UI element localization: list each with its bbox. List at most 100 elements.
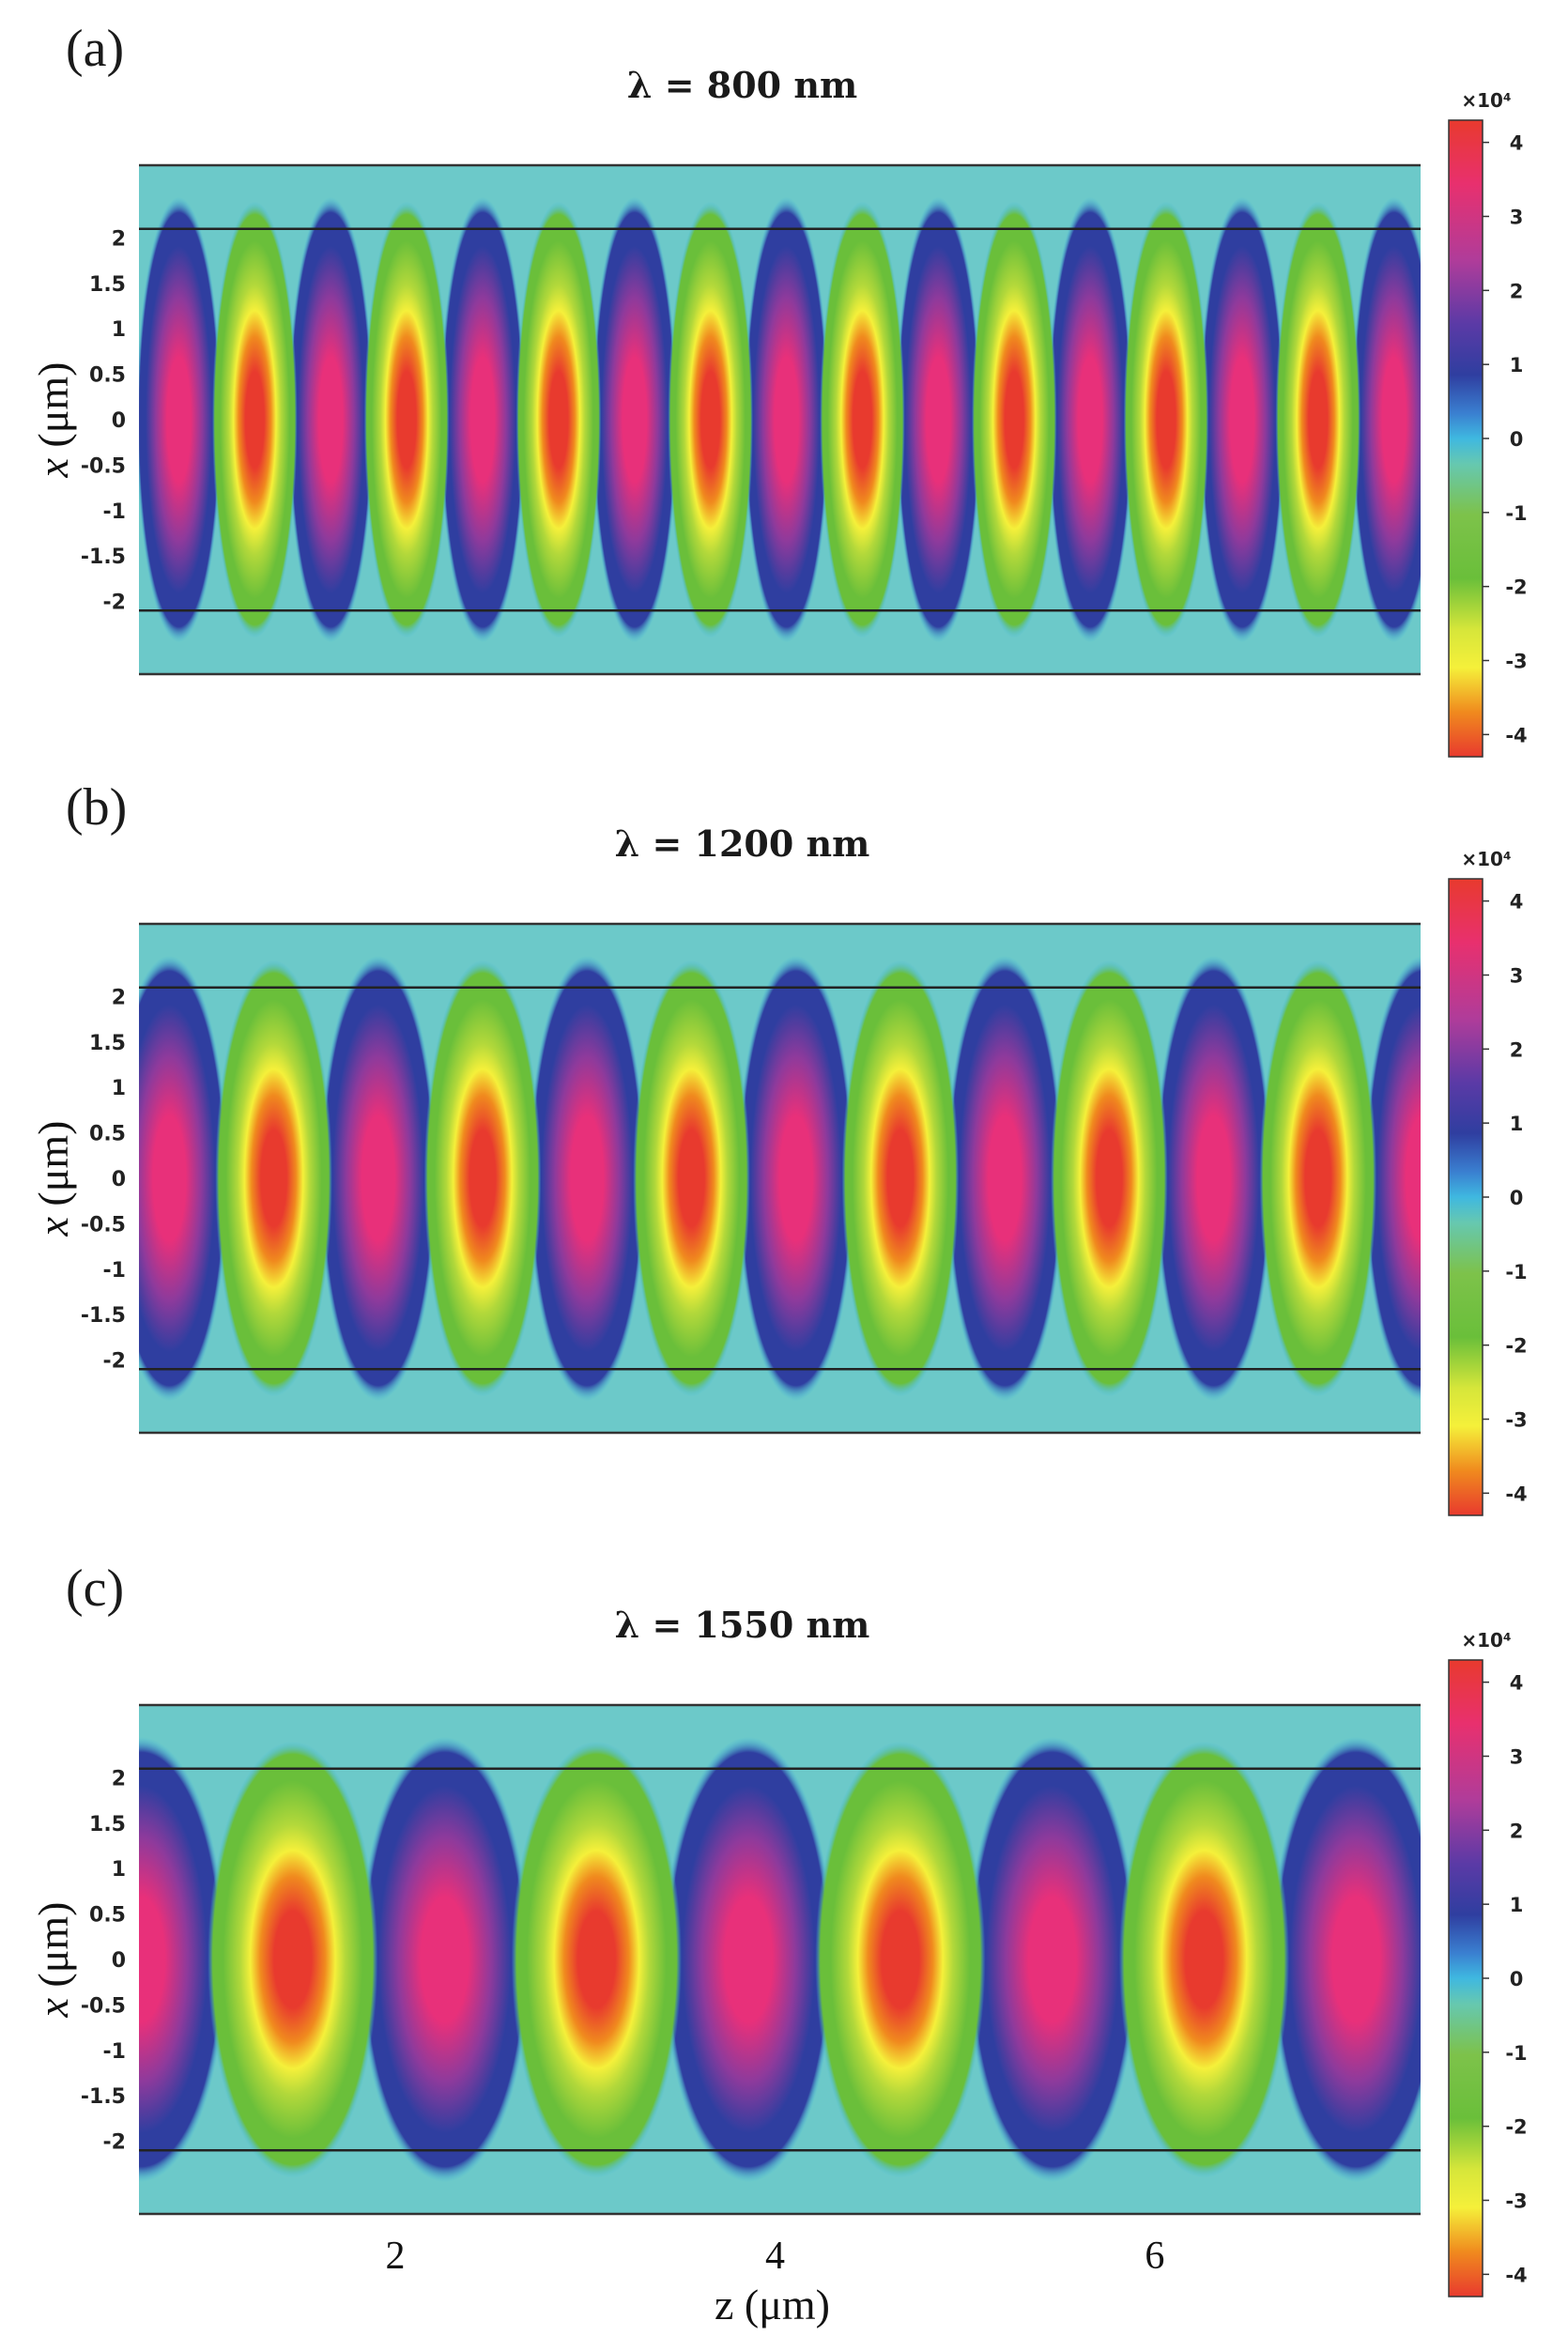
- y-tick-label: -2: [103, 1350, 126, 1374]
- y-tick-label: 0.5: [89, 364, 126, 388]
- field-map: [139, 165, 1421, 674]
- colorbar-tick-label: -1: [1505, 1261, 1527, 1283]
- x-tick-label: 6: [1145, 2235, 1164, 2278]
- field-map: [139, 1705, 1421, 2214]
- positive-lobe: [139, 955, 228, 1402]
- colorbar-tick-label: -2: [1505, 2116, 1527, 2139]
- colorbar-tick-label: -4: [1505, 1483, 1527, 1505]
- colorbar-tick-label: 1: [1510, 1113, 1524, 1135]
- negative-lobe: [423, 960, 542, 1397]
- colorbar-tick-label: -3: [1505, 1409, 1527, 1432]
- y-tick-label: 0.5: [89, 1123, 126, 1146]
- y-axis-label: x (μm): [29, 1901, 77, 2018]
- y-tick-label: 1: [112, 1077, 126, 1100]
- panel-title: λ = 800 nm: [627, 64, 857, 106]
- colorbar-tick-label: 4: [1510, 1672, 1524, 1695]
- positive-lobe: [139, 196, 222, 643]
- negative-lobe: [820, 201, 905, 638]
- y-tick-label: -1: [103, 1259, 126, 1283]
- colorbar-tick-label: -1: [1505, 502, 1527, 525]
- positive-lobe: [528, 955, 646, 1402]
- x-tick-label: 4: [765, 2235, 785, 2278]
- positive-lobe: [744, 196, 829, 643]
- colorbar-tick-label: 1: [1510, 354, 1524, 376]
- positive-lobe: [1047, 196, 1133, 643]
- colorbar: [1448, 119, 1483, 758]
- negative-lobe: [971, 201, 1057, 638]
- y-tick-label: -0.5: [81, 1213, 126, 1237]
- colorbar-tick-label: -1: [1505, 2042, 1527, 2065]
- negative-lobe: [633, 960, 750, 1397]
- y-tick-label: -2: [103, 2131, 126, 2155]
- colorbar-tick-label: 3: [1510, 206, 1524, 228]
- colorbar-tick-label: -2: [1505, 576, 1527, 599]
- colorbar-tick-label: -4: [1505, 2264, 1527, 2286]
- colorbar-tick-label: 3: [1510, 1745, 1524, 1768]
- positive-lobe: [1199, 196, 1285, 643]
- positive-lobe: [287, 196, 374, 643]
- negative-lobe: [215, 960, 332, 1397]
- positive-lobe: [967, 1736, 1138, 2183]
- positive-lobe: [359, 1736, 530, 2183]
- colorbar-tick-label: -4: [1505, 724, 1527, 746]
- colorbar: [1448, 878, 1483, 1516]
- negative-lobe: [1123, 201, 1209, 638]
- colorbar-exponent: ×10⁴: [1461, 1629, 1511, 1652]
- y-tick-label: 2: [112, 986, 126, 1009]
- field-map: [139, 924, 1421, 1433]
- positive-lobe: [319, 955, 438, 1402]
- panel-title: λ = 1200 nm: [615, 822, 870, 865]
- negative-lobe: [208, 1741, 378, 2178]
- panel-label: (c): [66, 1560, 124, 1618]
- positive-lobe: [139, 1736, 226, 2183]
- negative-lobe: [815, 1741, 986, 2178]
- colorbar-tick-label: 0: [1510, 1968, 1524, 1990]
- negative-lobe: [515, 201, 602, 638]
- positive-lobe: [592, 196, 678, 643]
- negative-lobe: [511, 1741, 682, 2178]
- negative-lobe: [668, 201, 753, 638]
- negative-lobe: [1275, 201, 1361, 638]
- colorbar-tick-label: -2: [1505, 1335, 1527, 1358]
- panel-0: (a) λ = 800 nm 2 1.5 1 0.5 0 -0.5 -1 -1.5 -2 x (μm)…: [29, 20, 1528, 758]
- colorbar-exponent: ×10⁴: [1461, 89, 1511, 112]
- negative-lobe: [1051, 960, 1168, 1397]
- panel-label: (a): [66, 20, 124, 78]
- colorbar-exponent: ×10⁴: [1461, 848, 1511, 870]
- colorbar-tick-label: 4: [1510, 132, 1524, 155]
- colorbar-tick-label: -3: [1505, 651, 1527, 673]
- colorbar-tick-label: 4: [1510, 891, 1524, 914]
- positive-lobe: [737, 955, 854, 1402]
- y-axis-label: x (μm): [29, 361, 77, 478]
- y-tick-label: 1.5: [89, 273, 126, 297]
- y-tick-label: -1: [103, 500, 126, 524]
- y-tick-label: -0.5: [81, 454, 126, 478]
- x-axis-label: z (μm): [715, 2281, 830, 2328]
- y-tick-label: -1.5: [81, 1304, 126, 1328]
- panel-label: (b): [66, 778, 127, 837]
- colorbar-tick-label: 1: [1510, 1894, 1524, 1916]
- negative-lobe: [1259, 960, 1377, 1397]
- positive-lobe: [1155, 955, 1272, 1402]
- negative-lobe: [1118, 1741, 1290, 2178]
- panel-2: (c) λ = 1550 nm 2 1.5 1 0.5 0 -0.5 -1 -1.5 -2 x (μm…: [29, 1560, 1528, 2328]
- y-tick-label: -0.5: [81, 1994, 126, 2018]
- colorbar-tick-label: 0: [1510, 1187, 1524, 1209]
- y-tick-label: -1.5: [81, 545, 126, 569]
- positive-lobe: [663, 1736, 834, 2183]
- colorbar-tick-label: 2: [1510, 1038, 1524, 1061]
- positive-lobe: [1351, 196, 1421, 643]
- y-tick-label: 0: [112, 1949, 126, 1973]
- negative-lobe: [363, 201, 450, 638]
- y-tick-label: 1: [112, 1858, 126, 1882]
- y-tick-label: 1: [112, 318, 126, 342]
- positive-lobe: [896, 196, 981, 643]
- y-tick-label: 1.5: [89, 1813, 126, 1836]
- y-tick-label: 2: [112, 1767, 126, 1790]
- negative-lobe: [212, 201, 298, 638]
- y-tick-label: -1: [103, 2040, 126, 2064]
- y-tick-label: 2: [112, 227, 126, 251]
- y-tick-label: 0: [112, 1168, 126, 1191]
- y-tick-label: 0.5: [89, 1904, 126, 1928]
